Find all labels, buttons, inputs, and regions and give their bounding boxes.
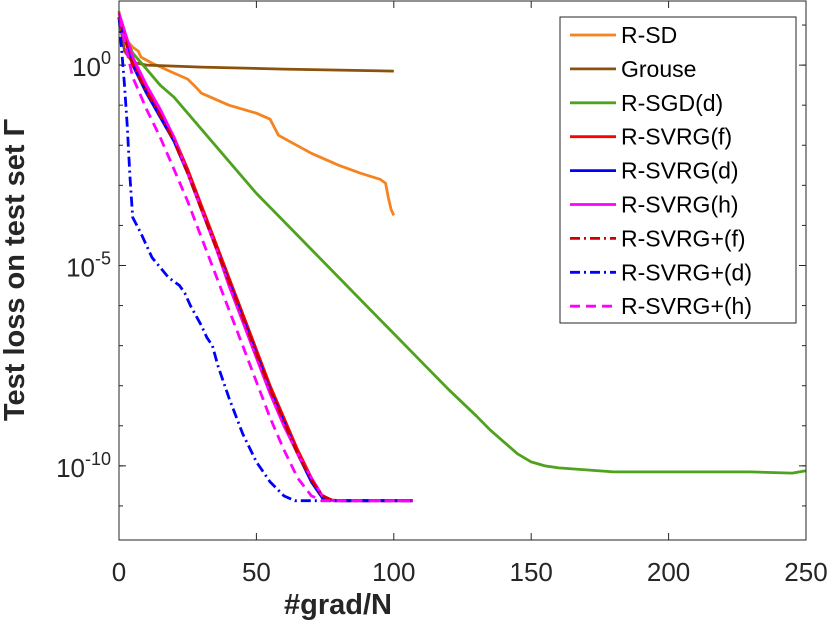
y-tick-exponent: -10 — [85, 449, 111, 469]
y-tick-exponent: 0 — [101, 48, 111, 68]
legend: R-SD Grouse R-SGD(d) R-SVRG(f) R-SVRG(d) R-SV… — [559, 16, 797, 324]
y-tick-base: 10 — [56, 453, 85, 483]
x-tick-label: 0 — [112, 557, 126, 587]
y-tick-label: 10-5 — [66, 248, 111, 282]
y-axis-label: Test loss on test set Γ — [0, 119, 31, 421]
series-line-r-sd — [117, 10, 396, 216]
legend-label: R-SVRG+(h) — [621, 293, 752, 319]
legend-label: R-SVRG+(f) — [621, 225, 746, 251]
y-tick-label: 10-10 — [56, 449, 111, 483]
x-tick-label: 100 — [372, 557, 415, 587]
y-tick-label: 100 — [72, 48, 111, 82]
legend-label: R-SVRG+(d) — [621, 259, 752, 285]
x-tick-label: 150 — [510, 557, 553, 587]
legend-label: R-SD — [621, 22, 677, 48]
y-tick-base: 10 — [72, 52, 101, 82]
legend-label: Grouse — [621, 56, 696, 82]
y-tick-base: 10 — [66, 252, 95, 282]
legend-label: R-SVRG(d) — [621, 158, 739, 184]
x-axis-label: #grad/N — [284, 589, 392, 621]
x-tick-label: 200 — [647, 557, 690, 587]
axes-box — [118, 0, 807, 541]
series-line-r-svrg-h — [117, 16, 413, 503]
legend-label: R-SVRG(f) — [621, 124, 732, 150]
series-line-grouse — [117, 16, 394, 73]
x-tick-label: 50 — [242, 557, 271, 587]
series-layer — [117, 10, 807, 503]
legend-label: R-SVRG(h) — [621, 192, 739, 218]
legend-label: R-SGD(d) — [621, 90, 723, 116]
series-line-r-sgd-d — [117, 20, 807, 475]
x-tick-label: 250 — [784, 557, 827, 587]
series-line-r-svrg-f — [117, 18, 413, 503]
y-tick-exponent: -5 — [95, 248, 111, 268]
series-line-r-svrg-d — [117, 16, 413, 503]
